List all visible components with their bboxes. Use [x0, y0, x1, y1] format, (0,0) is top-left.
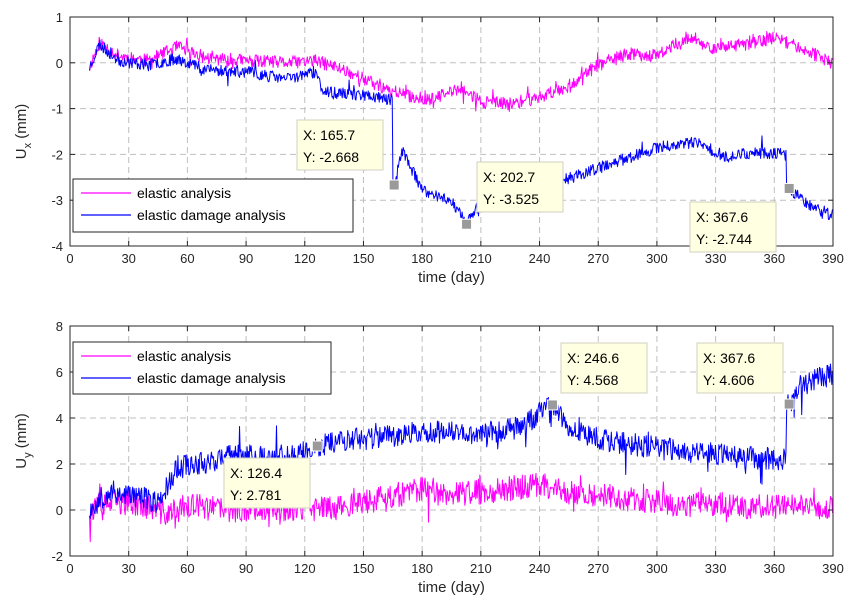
- axes-box: [69, 325, 834, 557]
- x-tick-label: 210: [470, 561, 492, 576]
- x-tick-label: 330: [705, 251, 727, 266]
- x-tick-label: 60: [180, 251, 194, 266]
- datatip-box: [476, 161, 564, 213]
- x-tick-label: 240: [529, 251, 551, 266]
- datatip-y-text: Y: 2.781: [230, 487, 282, 503]
- datatip-x-text: X: 367.6: [703, 350, 755, 366]
- series-line-elastic-damage-analysis: [89, 363, 833, 519]
- datatip[interactable]: X: 367.6 Y: -2.744: [689, 201, 777, 253]
- x-tick-label: 390: [822, 561, 844, 576]
- y-tick-label: -3: [51, 193, 63, 208]
- y-axis-label-unit: (mm): [13, 104, 30, 143]
- y-tick-label: 2: [56, 457, 63, 472]
- datatip-box: [223, 457, 311, 509]
- datatip[interactable]: X: 126.4 Y: 2.781: [223, 457, 311, 509]
- x-tick-label: 240: [529, 561, 551, 576]
- y-tick-label: -1: [51, 102, 63, 117]
- y-tick-label: 0: [56, 56, 63, 71]
- x-tick-label: 330: [705, 561, 727, 576]
- x-tick-label: 90: [239, 561, 253, 576]
- y-axis-label: Uy (mm): [13, 413, 34, 469]
- datatip-x-text: X: 126.4: [230, 465, 282, 481]
- legend[interactable]: elastic analysis elastic damage analysis: [72, 178, 354, 233]
- y-axis-label-subscript: y: [22, 452, 34, 458]
- datatip-x-text: X: 367.6: [696, 209, 748, 225]
- x-axis-label: time (day): [418, 579, 485, 596]
- ux-subplot: 0 30 60 90 120 150 180 210 240 270 300 330 360 390 -4 -…: [13, 10, 844, 286]
- y-tick-label: -4: [51, 239, 63, 254]
- series-group: [89, 363, 833, 543]
- datatip-y-text: Y: 4.606: [703, 372, 755, 388]
- legend-box: [72, 341, 332, 395]
- datatip-marker[interactable]: [546, 399, 558, 411]
- y-tick-label: -2: [51, 549, 63, 564]
- x-tick-label: 270: [587, 251, 609, 266]
- datatip-y-text: Y: -3.525: [483, 191, 539, 207]
- axes-box: [69, 16, 834, 247]
- datatip-x-text: X: 202.7: [483, 169, 535, 185]
- y-tick-label: -2: [51, 147, 63, 162]
- x-tick-label: 270: [587, 561, 609, 576]
- x-tick-label: 180: [411, 561, 433, 576]
- x-tick-label: 150: [353, 251, 375, 266]
- datatip-marker[interactable]: [783, 182, 795, 194]
- datatip-marker[interactable]: [783, 398, 795, 410]
- x-tick-label: 360: [763, 251, 785, 266]
- legend-box: [72, 178, 354, 233]
- x-tick-label: 60: [180, 561, 194, 576]
- datatip-y-text: Y: 4.568: [567, 372, 619, 388]
- datatip[interactable]: X: 367.6 Y: 4.606: [696, 342, 784, 394]
- y-tick-label: 4: [56, 411, 63, 426]
- y-tick-label: 0: [56, 503, 63, 518]
- y-axis-label-unit: (mm): [13, 413, 30, 452]
- legend-entry-label: elastic damage analysis: [137, 207, 286, 223]
- x-tick-label: 300: [646, 251, 668, 266]
- x-tick-label: 0: [66, 561, 73, 576]
- datatip-x-text: X: 165.7: [303, 127, 355, 143]
- datatip-x-text: X: 246.6: [567, 350, 619, 366]
- datatip-box: [560, 342, 648, 394]
- x-tick-label: 360: [763, 561, 785, 576]
- x-tick-label: 90: [239, 251, 253, 266]
- datatip[interactable]: X: 165.7 Y: -2.668: [296, 119, 384, 171]
- x-tick-label: 210: [470, 251, 492, 266]
- series-line-elastic-damage-analysis: [89, 40, 833, 228]
- legend[interactable]: elastic analysis elastic damage analysis: [72, 341, 332, 395]
- x-tick-label: 30: [121, 251, 135, 266]
- series-group: [89, 31, 833, 228]
- x-tick-label: 390: [822, 251, 844, 266]
- datatip[interactable]: X: 246.6 Y: 4.568: [560, 342, 648, 394]
- y-tick-label: 8: [56, 319, 63, 334]
- x-axis-label: time (day): [418, 269, 485, 286]
- y-axis-label-main: U: [13, 148, 30, 159]
- datatip-y-text: Y: -2.668: [303, 149, 359, 165]
- y-axis-label: Ux (mm): [13, 104, 34, 160]
- series-line-elastic-analysis: [89, 472, 833, 543]
- y-tick-label: 1: [56, 10, 63, 25]
- datatip-box: [296, 119, 384, 171]
- datatip-marker[interactable]: [388, 179, 400, 191]
- datatip-marker[interactable]: [461, 218, 473, 230]
- x-tick-label: 120: [294, 561, 316, 576]
- x-tick-label: 150: [353, 561, 375, 576]
- datatip[interactable]: X: 202.7 Y: -3.525: [476, 161, 564, 213]
- legend-entry-label: elastic analysis: [137, 348, 231, 364]
- y-axis-label-main: U: [13, 458, 30, 469]
- y-axis-label-subscript: x: [22, 142, 34, 148]
- x-tick-label: 30: [121, 561, 135, 576]
- datatip-box: [689, 201, 777, 253]
- x-tick-label: 120: [294, 251, 316, 266]
- x-tick-label: 180: [411, 251, 433, 266]
- x-tick-label: 300: [646, 561, 668, 576]
- series-line-elastic-analysis: [89, 31, 833, 112]
- datatip-marker[interactable]: [311, 440, 323, 452]
- y-tick-label: 6: [56, 365, 63, 380]
- legend-entry-label: elastic damage analysis: [137, 370, 286, 386]
- datatip-box: [696, 342, 784, 394]
- uy-subplot: 0 30 60 90 120 150 180 210 240 270 300 330 360 390-20…: [13, 319, 844, 596]
- x-tick-label: 0: [66, 251, 73, 266]
- datatip-y-text: Y: -2.744: [696, 231, 752, 247]
- legend-entry-label: elastic analysis: [137, 185, 231, 201]
